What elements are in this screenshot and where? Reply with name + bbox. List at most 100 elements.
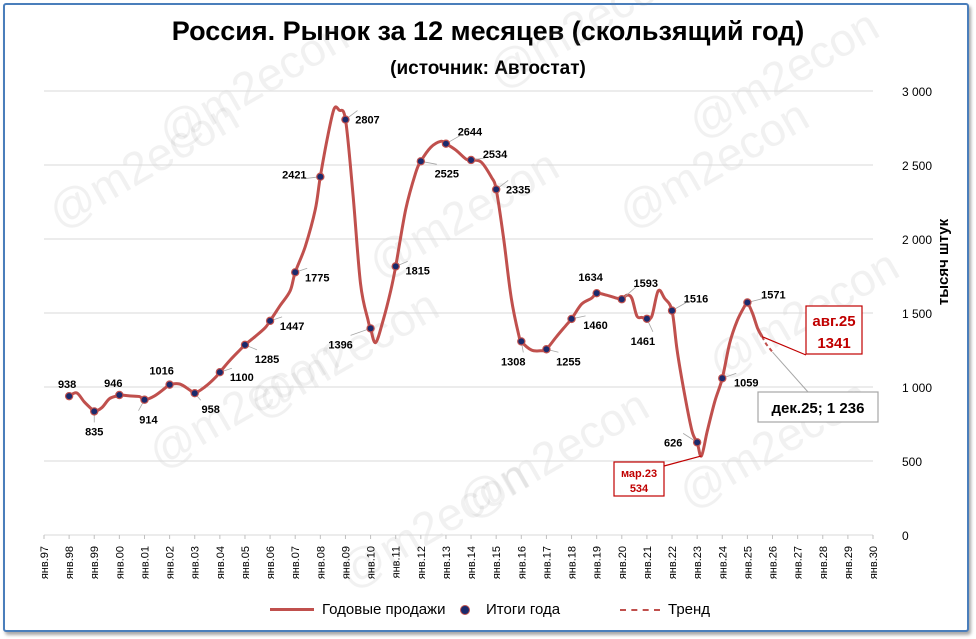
data-label: 2335 [506,184,530,196]
data-label: 1461 [631,336,655,348]
chart-subtitle: (источник: Автостат) [390,58,586,79]
x-tick-label: янв.24 [717,546,729,579]
y-tick-label: 0 [902,529,909,543]
y-tick-label: 3 000 [902,85,932,99]
year-total-marker [617,295,626,304]
x-tick-label: янв.21 [642,546,654,579]
data-label: 1571 [761,289,785,301]
year-total-marker [416,157,426,166]
year-total-marker [140,395,149,404]
x-tick-label: янв.06 [265,546,277,579]
x-tick-label: янв.18 [567,546,579,579]
data-label: 946 [104,378,122,390]
year-total-marker [567,314,576,324]
year-total-marker [240,340,250,350]
data-label: 1593 [634,278,658,290]
watermark-text: @m2econ [139,328,347,478]
data-label: 1100 [230,372,254,384]
watermark-text: @m2econ [149,8,357,158]
year-total-marker [692,438,702,447]
x-tick-label: янв.99 [89,546,101,579]
watermark-text: @m2econ [479,0,687,99]
legend-item-trend: Тренд [620,601,710,618]
x-tick-label: янв.10 [366,546,378,579]
x-tick-label: янв.15 [491,546,503,579]
watermark-text: @m2econ [329,448,537,598]
year-total-marker [64,391,74,401]
callout-leader-dec25 [772,351,809,393]
data-label: 958 [202,404,220,416]
legend-item-annual-sales: Годовые продажи [270,601,445,618]
x-tick-label: янв.23 [692,546,704,579]
x-tick-label: янв.20 [617,546,629,579]
x-tick-label: янв.98 [64,546,76,579]
x-tick-label: янв.27 [793,546,805,579]
data-label: 1447 [280,321,304,333]
x-tick-label: янв.25 [742,546,754,579]
year-total-marker [215,368,225,377]
year-total-marker [190,389,199,398]
data-label: 2534 [483,149,508,161]
data-label: 2525 [435,168,459,180]
y-tick-label: 2 000 [902,233,932,247]
x-tick-label: янв.02 [165,546,177,579]
callout-leader-aug25 [761,335,807,356]
data-label: 1016 [149,366,173,378]
year-total-marker [316,172,325,181]
y-tick-label: 2 500 [902,159,932,173]
data-label: 2644 [458,127,483,139]
data-label: 1255 [556,356,580,368]
year-total-marker [542,345,551,354]
year-total-marker [90,407,99,416]
data-label: 1775 [305,272,329,284]
callout-box [613,461,665,497]
data-label: 1308 [501,356,525,368]
x-tick-label: янв.19 [592,546,604,579]
year-total-marker [341,115,350,124]
callout-leader-mar23 [663,455,702,467]
x-tick-label: янв.03 [190,546,202,579]
callout-dec25-text: дек.25; 1 236 [772,400,865,417]
chart-title: Россия. Рынок за 12 месяцев (скользящий … [171,16,805,46]
callout-mar23-line1: мар.23 [621,468,657,480]
year-total-marker [642,314,652,323]
year-total-marker [466,155,476,165]
year-total-marker [517,337,526,346]
callout-aug25-line2: 1341 [817,335,850,352]
year-total-marker [165,380,174,389]
callout-aug25-line1: авг.25 [812,313,855,330]
year-total-marker [667,306,677,315]
data-label: 626 [664,437,682,449]
series-line-trend [761,336,774,353]
x-tick-label: янв.26 [768,546,780,579]
x-tick-label: янв.00 [114,546,126,579]
data-label: 1815 [405,265,429,277]
year-total-marker [491,185,501,194]
legend-marker-swatch [460,604,470,615]
x-tick-label: янв.01 [139,546,151,579]
x-tick-label: янв.29 [843,546,855,579]
legend-label: Итоги года [486,601,561,618]
year-total-marker [291,268,300,277]
year-total-marker [115,390,124,400]
callout-box [757,391,879,423]
year-total-marker [391,262,400,271]
year-total-marker [592,288,601,298]
legend-label: Годовые продажи [322,601,446,618]
legend-item-year-totals: Итоги года [460,601,560,618]
x-tick-label: янв.17 [541,546,553,579]
year-total-marker [265,316,275,326]
data-label: 1516 [684,294,708,306]
x-tick-label: янв.30 [868,546,880,579]
x-tick-label: янв.11 [391,546,403,578]
series-line-annual-sales [68,105,764,458]
data-label: 1059 [734,377,758,389]
x-tick-label: янв.13 [441,546,453,579]
data-label: 835 [85,426,103,438]
data-label: 914 [139,415,158,427]
y-tick-label: 500 [902,455,922,469]
x-tick-label: янв.28 [818,546,830,579]
watermark-text: @m2econ [699,238,907,388]
year-total-marker [718,374,727,383]
